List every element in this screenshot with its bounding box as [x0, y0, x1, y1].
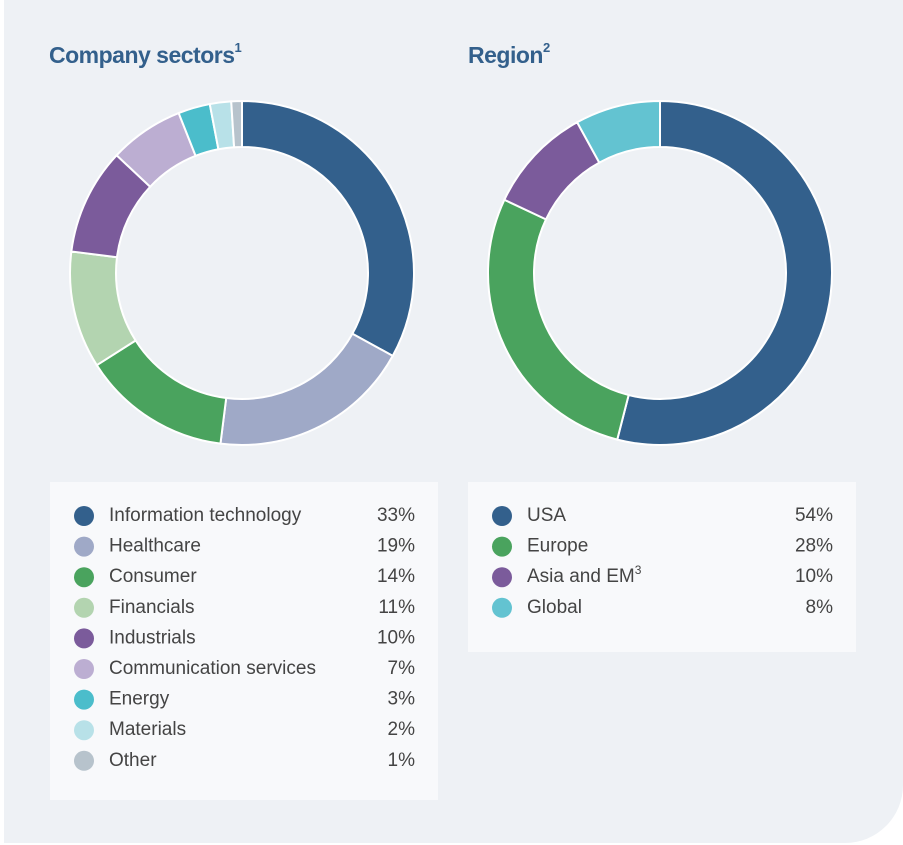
legend-swatch: [74, 506, 94, 526]
legend-label-text: Other: [109, 750, 157, 771]
legend-label: Asia and EM3: [527, 563, 642, 587]
legend-value: 54%: [795, 505, 833, 526]
legend-label: Energy: [109, 689, 170, 710]
legend-label-text: Global: [527, 597, 582, 618]
legend-swatch: [74, 628, 94, 649]
legend-value: 2%: [388, 719, 416, 740]
legend-value: 28%: [795, 536, 833, 557]
legend-label-text: Materials: [109, 719, 186, 740]
legend-swatch: [74, 536, 94, 557]
legend-label-text: Healthcare: [109, 536, 201, 557]
chart-title: Region2: [468, 40, 550, 68]
title-text: Company sectors: [49, 42, 235, 68]
legend-value: 11%: [378, 597, 415, 618]
legend-label-text: Energy: [109, 689, 170, 710]
legend-label-text: Asia and EM: [527, 566, 635, 587]
legend-label: Global: [527, 597, 582, 618]
legend-label-text: Industrials: [109, 627, 196, 648]
legend-label: USA: [527, 505, 566, 526]
legend-label-text: USA: [527, 505, 566, 526]
legend-swatch: [492, 506, 512, 526]
legend-label: Europe: [527, 536, 588, 557]
legend-label: Financials: [109, 597, 195, 618]
legend-box: [50, 482, 438, 800]
legend-value: 33%: [377, 505, 415, 526]
legend-label-text: Communication services: [109, 658, 316, 679]
legend-value: 8%: [806, 597, 834, 618]
title-note: 1: [235, 40, 242, 55]
legend-swatch: [74, 659, 94, 679]
legend-value: 1%: [388, 750, 416, 771]
legend-value: 19%: [377, 536, 415, 557]
legend-label: Consumer: [109, 566, 197, 587]
legend-swatch: [74, 567, 94, 588]
legend-label: Industrials: [109, 627, 196, 648]
donut-segment: [241, 99, 415, 358]
legend-label-text: Consumer: [109, 566, 197, 587]
legend-swatch: [74, 597, 94, 618]
legend-swatch: [74, 720, 94, 741]
donut-segment: [230, 99, 243, 149]
legend-swatch: [74, 689, 94, 710]
donut-segment: [616, 99, 834, 446]
legend-value: 10%: [377, 627, 415, 648]
title-note: 2: [543, 40, 550, 55]
legend-box: [468, 482, 856, 652]
legend-swatch: [492, 567, 512, 588]
legend-label: Information technology: [109, 505, 302, 526]
legend-label: Communication services: [109, 658, 316, 679]
legend-label: Healthcare: [109, 536, 201, 557]
legend-swatch: [492, 597, 512, 618]
chart-title: Company sectors1: [49, 40, 242, 68]
legend-value: 3%: [388, 689, 416, 710]
legend-label-note: 3: [635, 563, 642, 577]
legend-label-text: Financials: [109, 597, 195, 618]
legend-label: Materials: [109, 719, 186, 740]
title-text: Region: [468, 42, 543, 68]
legend-label-text: Information technology: [109, 505, 302, 526]
donut-segment: [575, 99, 661, 164]
legend-label-text: Europe: [527, 536, 588, 557]
legend-value: 10%: [795, 566, 833, 587]
legend-label: Other: [109, 750, 157, 771]
legend-value: 7%: [388, 658, 416, 679]
legend-swatch: [74, 750, 94, 771]
legend-swatch: [492, 536, 512, 557]
legend-value: 14%: [377, 566, 415, 587]
